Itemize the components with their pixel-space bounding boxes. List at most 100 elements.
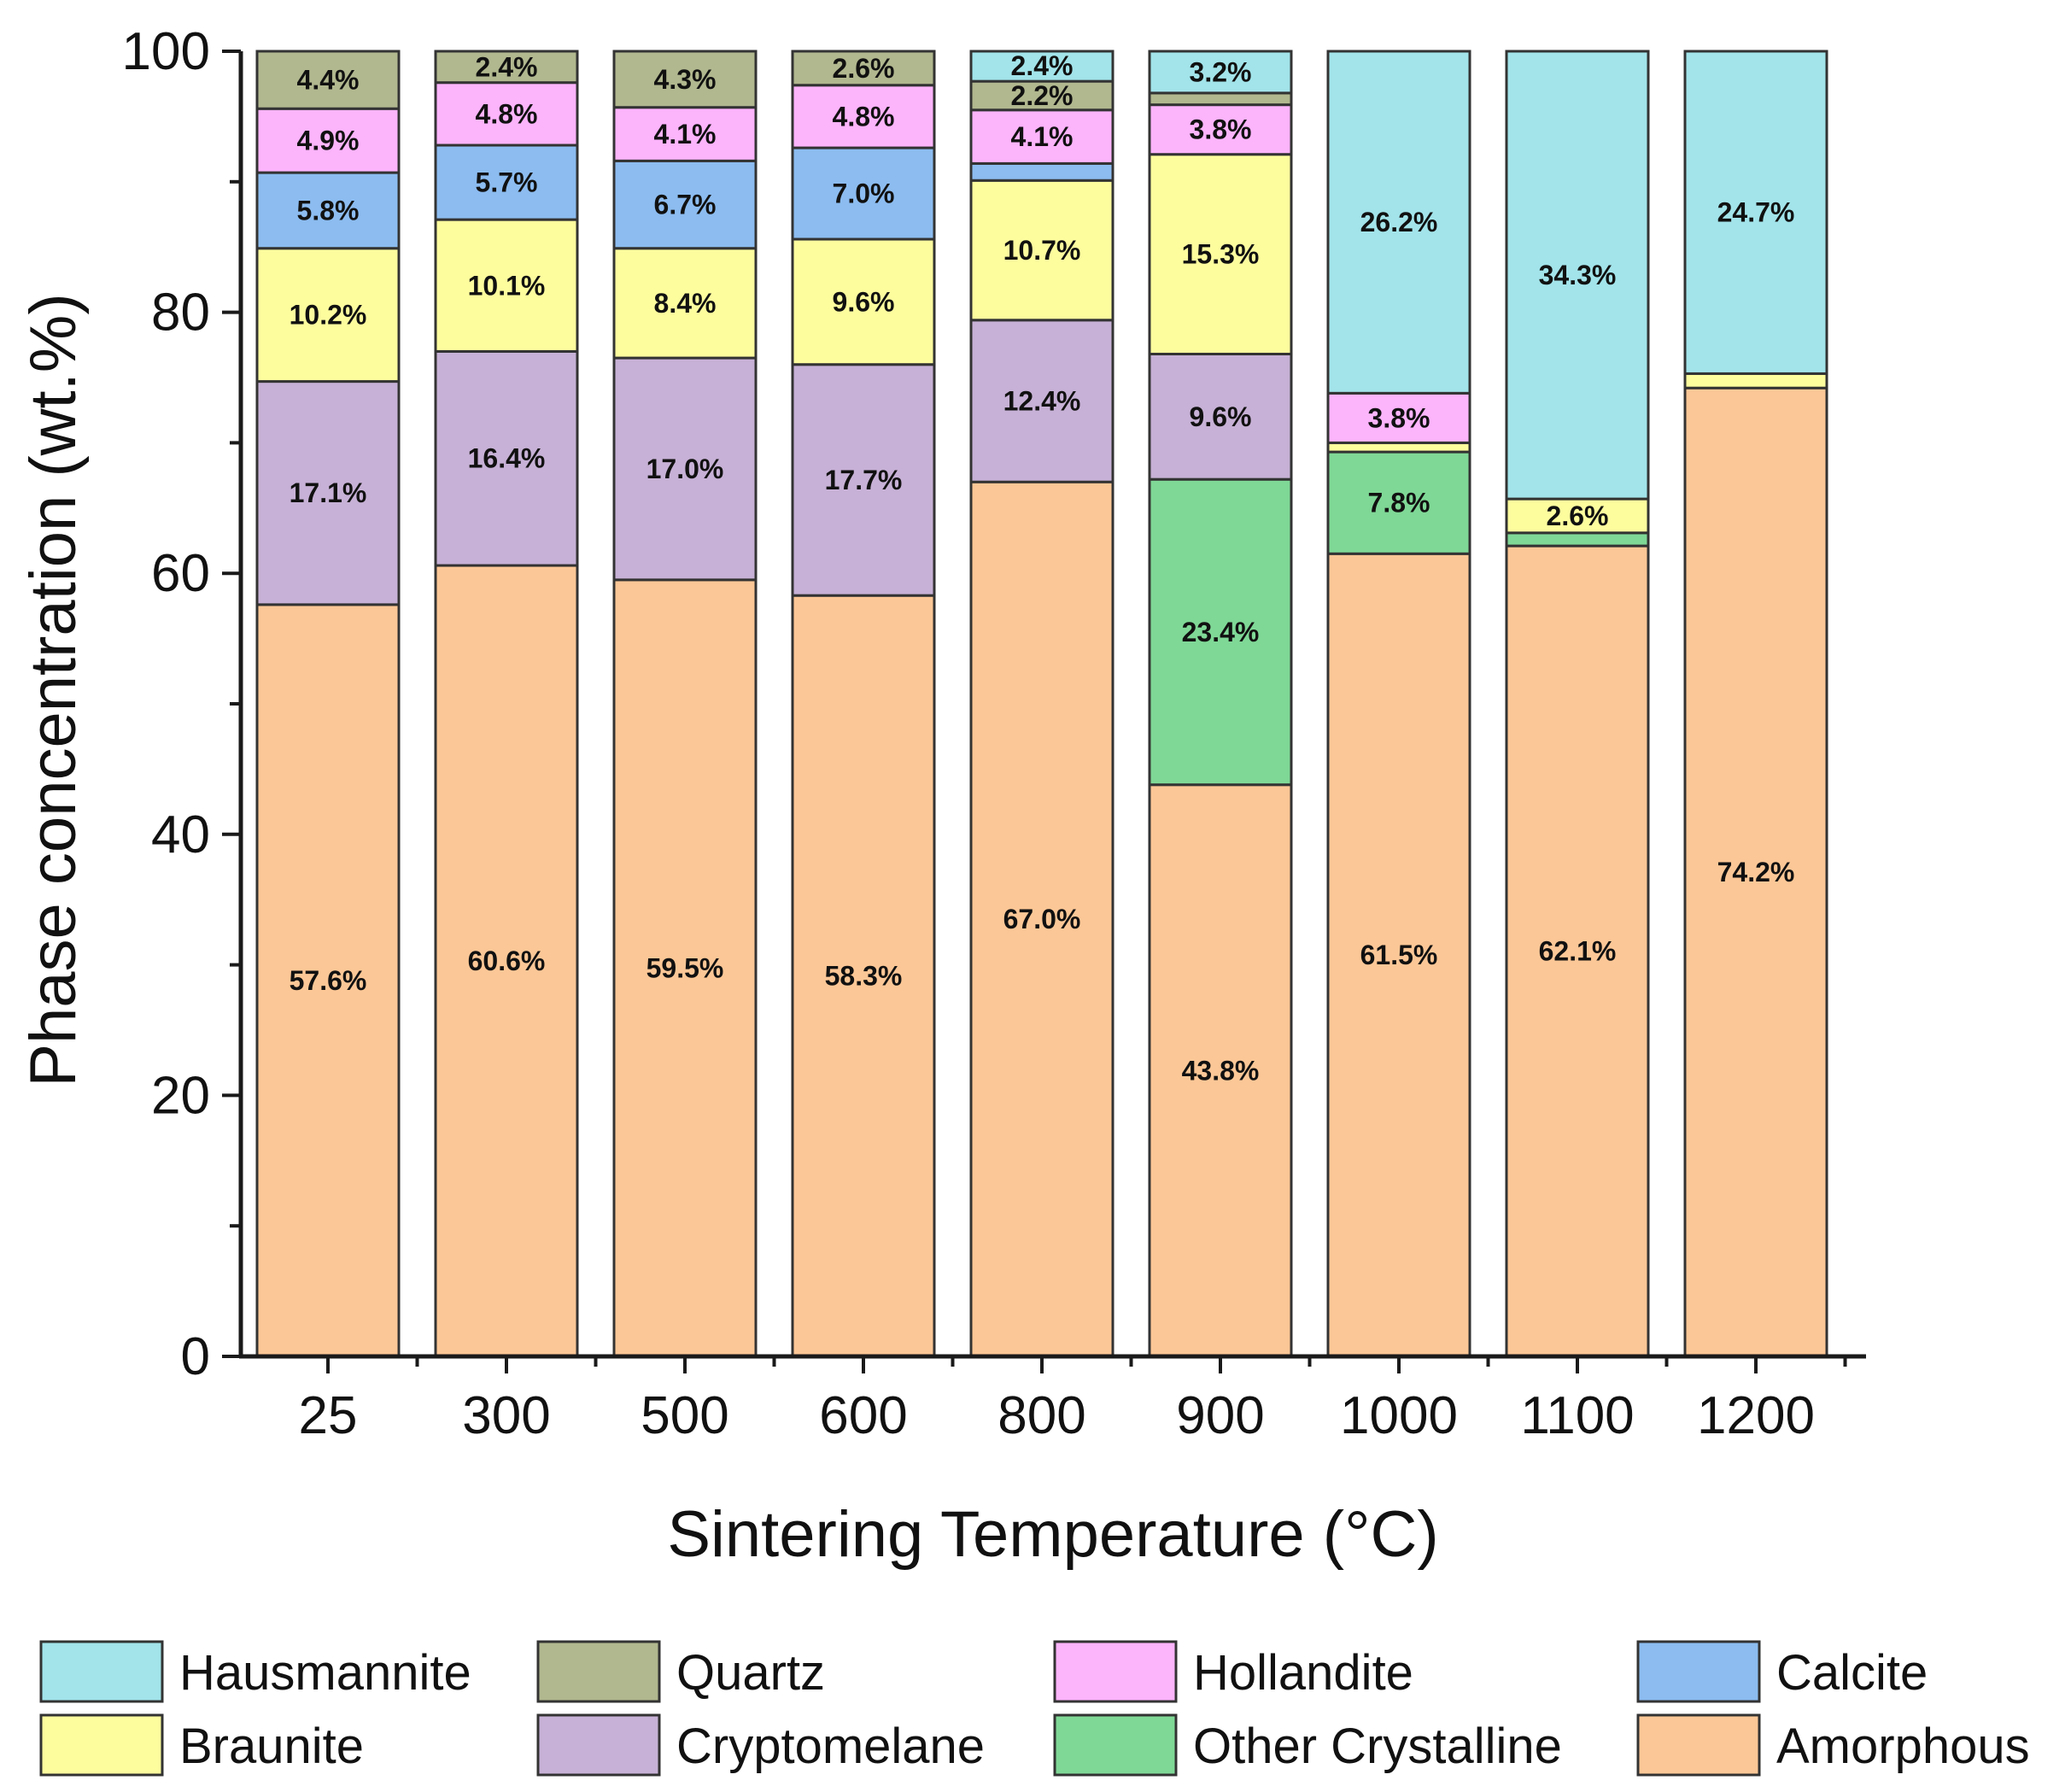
data-label: 2.4% (1011, 50, 1074, 81)
legend: Hausmannite Quartz Hollandite Calcite Brauni… (39, 1640, 2030, 1777)
plot-area: 57.6% 17.1% 10.2% 5.8% 4.9% 4.4% 60.6% 16.4% 10.… (255, 50, 1828, 1358)
x-tick-label: 1200 (1697, 1386, 1815, 1445)
legend-swatch-amorphous (1636, 1713, 1761, 1777)
bar-segment-hollandite-500 (612, 106, 758, 162)
data-label: 4.4% (297, 65, 360, 96)
x-tick-label: 800 (997, 1386, 1085, 1445)
legend-swatch-other-crystalline (1053, 1713, 1178, 1777)
bar-segment-quartz-800 (969, 79, 1114, 112)
y-tick-label: 60 (151, 544, 210, 603)
bar-segment-calcite-800 (969, 161, 1114, 182)
bar-segment-cryptomelane-600 (791, 363, 936, 597)
data-label: 3.8% (1190, 114, 1252, 145)
data-label: 4.8% (833, 101, 895, 132)
data-label: 43.8% (1182, 1055, 1260, 1086)
bar-segment-braunite-900 (1148, 153, 1293, 355)
bar-segment-amorphous-1200 (1683, 386, 1828, 1358)
x-tick-label: 1000 (1340, 1386, 1458, 1445)
bar-segment-amorphous-25 (255, 603, 401, 1358)
bar-segment-quartz-25 (255, 50, 401, 110)
bar-segment-amorphous-500 (612, 578, 758, 1358)
bar-segment-hollandite-300 (434, 81, 579, 147)
bar-segment-hausmannite-1100 (1505, 50, 1650, 501)
bar-segment-hollandite-800 (969, 108, 1114, 165)
x-tick-label: 300 (462, 1386, 550, 1445)
data-label: 74.2% (1717, 857, 1795, 887)
data-label: 4.3% (654, 64, 717, 95)
legend-swatch-cryptomelane (536, 1713, 661, 1777)
legend-swatch-hollandite (1053, 1640, 1178, 1703)
data-label: 62.1% (1539, 936, 1617, 967)
bar-segment-hausmannite-1000 (1326, 50, 1471, 395)
axes: 0 20 40 60 80 100 25 300 500 600 800 900 1000 1100 120… (122, 22, 1866, 1445)
data-label: 24.7% (1717, 197, 1795, 228)
data-label: 9.6% (833, 286, 895, 317)
data-label: 16.4% (468, 443, 546, 474)
legend-label-amorphous: Amorphous (1776, 1719, 2030, 1774)
data-label: 2.6% (833, 53, 895, 84)
data-label: 6.7% (654, 190, 717, 220)
x-tick-label: 500 (641, 1386, 728, 1445)
bar-segment-braunite-800 (969, 179, 1114, 322)
x-axis-title: Sintering Temperature (°C) (667, 1498, 1438, 1571)
data-label: 3.2% (1190, 56, 1252, 87)
data-label: 67.0% (1003, 904, 1081, 934)
data-label: 2.4% (476, 51, 538, 82)
data-label: 17.0% (646, 454, 724, 484)
bar-segment-hausmannite-1200 (1683, 50, 1828, 375)
legend-label-calcite: Calcite (1776, 1645, 1928, 1701)
legend-swatch-hausmannite (39, 1640, 164, 1703)
bar-segment-quartz-300 (434, 50, 579, 85)
data-label: 60.6% (468, 946, 546, 976)
x-tick-label: 900 (1176, 1386, 1264, 1445)
data-label: 2.6% (1547, 501, 1609, 531)
data-label: 10.2% (290, 300, 367, 331)
legend-swatch-quartz (536, 1640, 661, 1703)
data-label: 23.4% (1182, 617, 1260, 647)
data-label: 3.8% (1368, 402, 1430, 433)
bar-segment-cryptomelane-300 (434, 349, 579, 567)
data-label: 26.2% (1360, 207, 1438, 237)
data-label: 4.1% (1011, 121, 1074, 152)
data-label: 57.6% (290, 965, 367, 996)
data-label: 34.3% (1539, 260, 1617, 290)
bar-segment-calcite-300 (434, 143, 579, 221)
legend-swatch-calcite (1636, 1640, 1761, 1703)
data-label: 2.2% (1011, 80, 1074, 111)
legend-label-cryptomelane: Cryptomelane (676, 1719, 985, 1774)
data-label: 15.3% (1182, 239, 1260, 270)
bar-segment-hollandite-600 (791, 84, 936, 149)
bar-segment-cryptomelane-25 (255, 380, 401, 606)
legend-label-braunite: Braunite (179, 1719, 364, 1774)
legend-label-hollandite: Hollandite (1193, 1645, 1413, 1701)
bar-segment-hausmannite-800 (969, 50, 1114, 83)
legend-label-quartz: Quartz (676, 1645, 825, 1701)
bar-segment-hollandite-25 (255, 107, 401, 174)
data-label: 8.4% (654, 288, 717, 319)
y-tick-label: 20 (151, 1066, 210, 1125)
data-label: 10.1% (468, 270, 546, 301)
y-tick-label: 80 (151, 284, 210, 343)
x-tick-label: 1100 (1520, 1386, 1634, 1445)
data-label: 4.9% (297, 126, 360, 156)
data-label: 61.5% (1360, 940, 1438, 970)
bar-segment-other-crystalline-1000 (1326, 450, 1471, 555)
bar-segment-braunite-1100 (1505, 497, 1650, 535)
data-label: 12.4% (1003, 386, 1081, 417)
bar-segment-braunite-500 (612, 247, 758, 360)
data-label: 4.1% (654, 119, 717, 149)
data-label: 17.1% (290, 477, 367, 508)
y-tick-label: 0 (181, 1327, 210, 1386)
data-label: 58.3% (825, 961, 903, 992)
bar-segment-amorphous-800 (969, 480, 1114, 1358)
y-tick-label: 100 (122, 22, 210, 81)
bar-segment-quartz-500 (612, 50, 758, 109)
data-label: 5.8% (297, 195, 360, 225)
bar-segment-hollandite-900 (1148, 103, 1293, 156)
legend-label-other-crystalline: Other Crystalline (1193, 1719, 1562, 1774)
x-tick-label: 25 (299, 1386, 358, 1445)
legend-swatch-braunite (39, 1713, 164, 1777)
bar-segment-other-crystalline-900 (1148, 477, 1293, 787)
data-label: 17.7% (825, 465, 903, 495)
data-label: 4.8% (476, 98, 538, 129)
